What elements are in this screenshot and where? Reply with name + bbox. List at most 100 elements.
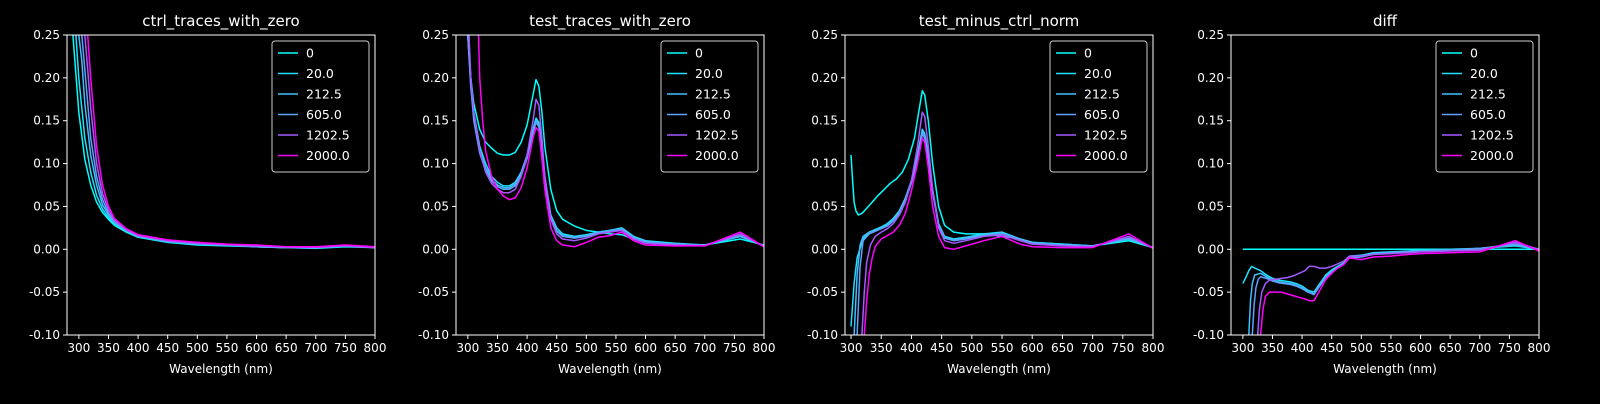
x-tick-label: 750 — [1111, 341, 1134, 355]
legend: 0 20.0 212.5 605.0 1202.5 2000.0 — [660, 40, 759, 173]
x-tick-label: 400 — [900, 341, 923, 355]
x-tick-label: 650 — [1051, 341, 1074, 355]
y-tick-label: 0.15 — [1197, 114, 1224, 128]
legend-label-1: 0 — [306, 46, 314, 61]
y-tick-label: 0.15 — [811, 114, 838, 128]
legend-label-3: 212.5 — [306, 87, 342, 102]
y-tick-label: -0.05 — [418, 285, 449, 299]
series-line-5 — [1256, 241, 1539, 335]
legend-label-6: 2000.0 — [1084, 148, 1128, 163]
legend-label-6: 2000.0 — [1470, 148, 1514, 163]
series-line-4 — [856, 132, 1153, 335]
y-tick-label: 0.10 — [811, 157, 838, 171]
x-tick-label: 700 — [1081, 341, 1104, 355]
x-tick-label: 300 — [67, 341, 90, 355]
x-axis-label: Wavelength (nm) — [558, 362, 662, 376]
y-tick-label: -0.05 — [29, 285, 60, 299]
y-tick-label: -0.05 — [807, 285, 838, 299]
x-tick-label: 500 — [575, 341, 598, 355]
x-tick-label: 700 — [304, 341, 327, 355]
series-group — [467, 35, 764, 248]
series-line-2 — [1242, 245, 1539, 293]
series-line-6 — [1259, 239, 1539, 335]
legend-label-1: 0 — [1084, 46, 1092, 61]
y-tick-label: 0.25 — [422, 28, 449, 42]
y-tick-label: 0.10 — [33, 157, 60, 171]
series-line-3 — [853, 130, 1153, 335]
legend-label-3: 212.5 — [695, 87, 731, 102]
legend: 0 20.0 212.5 605.0 1202.5 2000.0 — [271, 40, 370, 173]
series-line-6 — [86, 35, 375, 248]
x-tick-label: 500 — [1350, 341, 1373, 355]
x-tick-label: 300 — [456, 341, 479, 355]
axes-frame — [1230, 34, 1540, 336]
x-tick-label: 350 — [486, 341, 509, 355]
x-tick-label: 750 — [1498, 341, 1521, 355]
y-tick-label: 0.00 — [1197, 242, 1224, 256]
x-tick-label: 750 — [334, 341, 357, 355]
y-tick-label: -0.10 — [418, 328, 449, 342]
x-tick-label: 650 — [1439, 341, 1462, 355]
chart-title: test_minus_ctrl_norm — [919, 12, 1080, 31]
x-tick-label: 800 — [1528, 341, 1551, 355]
y-tick-label: 0.20 — [1197, 71, 1224, 85]
x-tick-label: 600 — [634, 341, 657, 355]
chart-panel-2: 300 350 400 450 500 550 600 650 700 750 800 -0.10 -0… — [418, 12, 776, 376]
series-group — [72, 35, 375, 250]
x-tick-label: 450 — [1320, 341, 1343, 355]
x-tick-label: 300 — [1231, 341, 1254, 355]
legend-label-4: 605.0 — [695, 107, 731, 122]
x-tick-label: 600 — [245, 341, 268, 355]
x-tick-label: 650 — [664, 341, 687, 355]
x-axis-label: Wavelength (nm) — [1333, 362, 1437, 376]
legend-label-2: 20.0 — [695, 66, 723, 81]
y-tick-label: 0.10 — [422, 157, 449, 171]
x-tick-label: 500 — [186, 341, 209, 355]
y-tick-label: 0.05 — [811, 199, 838, 213]
legend: 0 20.0 212.5 605.0 1202.5 2000.0 — [1435, 40, 1534, 173]
y-tick-label: 0.20 — [422, 71, 449, 85]
chart-title: test_traces_with_zero — [529, 12, 691, 31]
legend-label-1: 0 — [695, 46, 703, 61]
x-tick-label: 400 — [1291, 341, 1314, 355]
x-tick-label: 700 — [693, 341, 716, 355]
series-line-6 — [477, 35, 764, 248]
axes-frame — [66, 34, 376, 336]
x-tick-label: 550 — [1379, 341, 1402, 355]
legend-label-5: 1202.5 — [306, 128, 350, 143]
x-tick-label: 800 — [1142, 341, 1165, 355]
legend-label-2: 20.0 — [306, 66, 334, 81]
y-tick-label: 0.05 — [33, 199, 60, 213]
x-tick-label: 350 — [870, 341, 893, 355]
x-tick-label: 800 — [753, 341, 776, 355]
x-axis-label: Wavelength (nm) — [169, 362, 273, 376]
x-tick-label: 450 — [930, 341, 953, 355]
x-tick-label: 600 — [1021, 341, 1044, 355]
legend-label-2: 20.0 — [1470, 66, 1498, 81]
x-tick-label: 350 — [1261, 341, 1284, 355]
x-tick-label: 650 — [275, 341, 298, 355]
chart-panel-1: 300 350 400 450 500 550 600 650 700 750 800 -0.10 -0… — [29, 12, 387, 376]
x-tick-label: 350 — [97, 341, 120, 355]
chart-title: diff — [1373, 12, 1398, 30]
legend-label-5: 1202.5 — [695, 128, 739, 143]
x-tick-label: 550 — [991, 341, 1014, 355]
x-tick-label: 400 — [127, 341, 150, 355]
y-tick-label: 0.25 — [811, 28, 838, 42]
legend-label-5: 1202.5 — [1084, 128, 1128, 143]
legend-label-4: 605.0 — [1084, 107, 1120, 122]
legend-label-3: 212.5 — [1470, 87, 1506, 102]
y-tick-label: 0.00 — [33, 242, 60, 256]
series-group — [1242, 239, 1539, 335]
x-tick-label: 500 — [960, 341, 983, 355]
x-tick-label: 300 — [840, 341, 863, 355]
series-line-6 — [863, 137, 1153, 335]
y-tick-label: 0.25 — [1197, 28, 1224, 42]
y-tick-label: 0.10 — [1197, 157, 1224, 171]
legend-label-1: 0 — [1470, 46, 1478, 61]
x-tick-label: 600 — [1409, 341, 1432, 355]
y-tick-label: 0.15 — [422, 114, 449, 128]
x-tick-label: 750 — [723, 341, 746, 355]
